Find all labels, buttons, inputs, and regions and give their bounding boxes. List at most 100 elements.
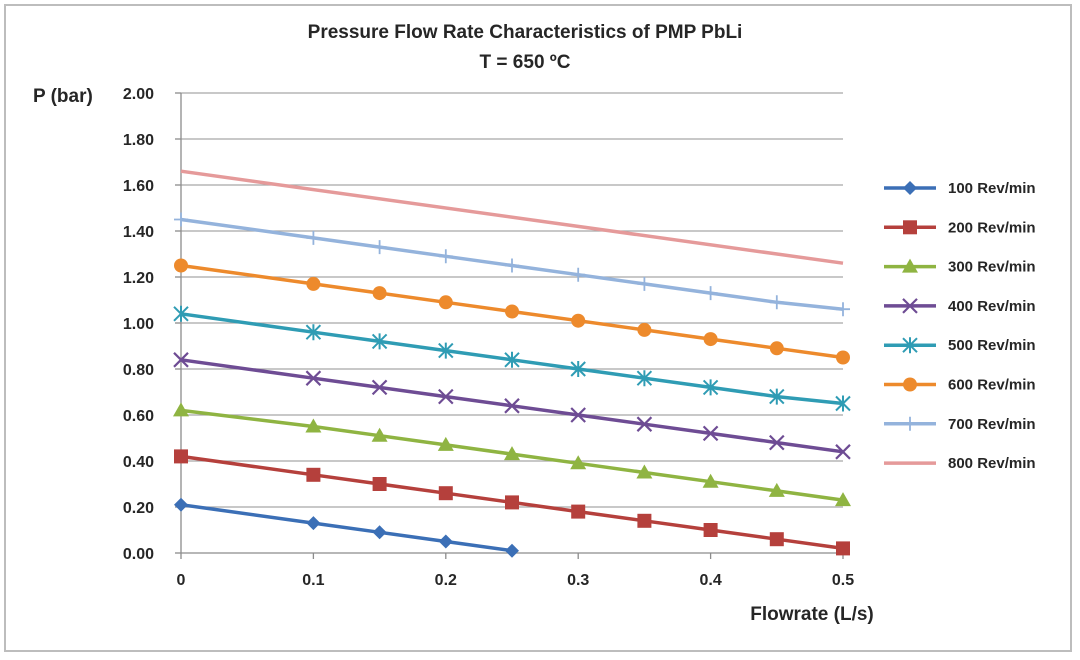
- data-point-marker: [173, 305, 189, 322]
- y-tick-label: 2.00: [123, 86, 154, 103]
- y-axis-label: P (bar): [33, 86, 93, 107]
- data-point-marker: [438, 295, 453, 310]
- x-tick-label: 0.5: [832, 572, 854, 589]
- data-point-marker: [570, 455, 587, 470]
- y-tick-label: 0.00: [123, 546, 154, 563]
- legend-item: 800 Rev/min: [884, 455, 1036, 472]
- y-tick-label: 0.60: [123, 408, 154, 425]
- legend-item: 500 Rev/min: [884, 337, 1036, 354]
- y-tick-label: 0.40: [123, 454, 154, 471]
- data-point-marker: [505, 495, 519, 510]
- data-point-marker: [702, 473, 719, 488]
- data-point-marker: [372, 477, 387, 491]
- series-300-rev-min: [173, 402, 851, 507]
- series-line: [180, 169, 844, 265]
- series-line: [180, 502, 513, 553]
- data-point-marker: [504, 446, 520, 461]
- data-point-marker: [637, 322, 652, 337]
- data-point-marker: [437, 436, 454, 451]
- data-point-marker: [769, 388, 785, 405]
- data-point-marker: [372, 286, 387, 301]
- series-layer: [173, 169, 851, 558]
- data-point-marker: [305, 418, 322, 433]
- data-point-marker: [174, 497, 188, 512]
- data-point-marker: [768, 482, 785, 497]
- x-tick-label: 0: [177, 572, 186, 589]
- data-point-marker: [702, 379, 719, 396]
- legend-label: 300 Rev/min: [948, 259, 1036, 276]
- data-point-marker: [769, 532, 784, 547]
- data-point-marker: [306, 230, 321, 245]
- data-point-marker: [637, 513, 652, 528]
- legend-label: 400 Rev/min: [948, 298, 1036, 315]
- legend-label: 600 Rev/min: [948, 377, 1036, 394]
- legend-item: 600 Rev/min: [884, 377, 1036, 394]
- data-point-marker: [636, 464, 653, 479]
- legend-label: 700 Rev/min: [948, 416, 1036, 433]
- grid-lines: [175, 92, 844, 559]
- data-point-marker: [769, 341, 784, 356]
- data-point-marker: [173, 352, 189, 368]
- chart-subtitle: T = 650 ºC: [480, 52, 571, 73]
- data-point-marker: [835, 395, 851, 412]
- series-700-rev-min: [174, 212, 850, 317]
- series-100-rev-min: [174, 497, 519, 558]
- data-point-marker: [438, 342, 454, 359]
- data-point-marker: [174, 449, 188, 464]
- legend-label: 200 Rev/min: [948, 219, 1036, 236]
- legend: 100 Rev/min 200 Rev/min 300 Rev/min 400 Rev…: [884, 180, 1036, 472]
- data-point-marker: [836, 302, 850, 317]
- data-point-marker: [438, 249, 453, 264]
- data-point-marker: [835, 444, 851, 460]
- data-point-marker: [637, 276, 652, 291]
- data-point-marker: [702, 425, 719, 442]
- axis-ticks: 0.000.200.400.600.801.001.201.401.601.80…: [123, 86, 854, 589]
- series-500-rev-min: [173, 305, 851, 412]
- data-point-marker: [903, 377, 917, 392]
- data-point-marker: [372, 240, 387, 255]
- data-point-marker: [902, 298, 918, 314]
- series-200-rev-min: [174, 449, 850, 556]
- data-point-marker: [769, 295, 784, 310]
- data-point-marker: [504, 351, 520, 368]
- chart-frame: [4, 4, 1072, 652]
- y-tick-label: 0.20: [123, 500, 154, 517]
- data-point-marker: [306, 467, 321, 482]
- data-point-marker: [372, 525, 387, 540]
- data-point-marker: [836, 350, 850, 365]
- data-point-marker: [438, 388, 454, 405]
- data-point-marker: [570, 361, 586, 377]
- data-point-marker: [903, 416, 917, 431]
- series-line: [180, 312, 844, 406]
- y-tick-label: 1.20: [123, 270, 154, 287]
- series-400-rev-min: [173, 352, 851, 460]
- data-point-marker: [174, 258, 188, 273]
- legend-item: 300 Rev/min: [884, 258, 1036, 276]
- data-point-marker: [305, 370, 322, 386]
- legend-label: 100 Rev/min: [948, 180, 1036, 197]
- legend-item: 100 Rev/min: [884, 180, 1036, 197]
- legend-label: 500 Rev/min: [948, 337, 1036, 354]
- data-point-marker: [703, 523, 718, 537]
- data-point-marker: [306, 516, 321, 531]
- y-tick-label: 1.80: [123, 132, 154, 149]
- data-point-marker: [371, 333, 388, 350]
- data-point-marker: [571, 267, 586, 282]
- y-tick-label: 1.40: [123, 224, 154, 241]
- data-point-marker: [835, 492, 851, 507]
- series-line: [180, 408, 844, 502]
- legend-item: 700 Rev/min: [884, 416, 1036, 433]
- data-point-marker: [505, 258, 519, 273]
- data-point-marker: [173, 402, 189, 417]
- data-point-marker: [836, 541, 850, 556]
- data-point-marker: [306, 276, 321, 291]
- series-line: [180, 454, 844, 551]
- legend-label: 800 Rev/min: [948, 455, 1036, 472]
- data-point-marker: [438, 486, 453, 501]
- data-point-marker: [571, 313, 586, 328]
- data-point-marker: [903, 220, 917, 235]
- series-800-rev-min: [180, 169, 844, 265]
- data-point-marker: [902, 258, 918, 273]
- legend-item: 400 Rev/min: [884, 298, 1036, 315]
